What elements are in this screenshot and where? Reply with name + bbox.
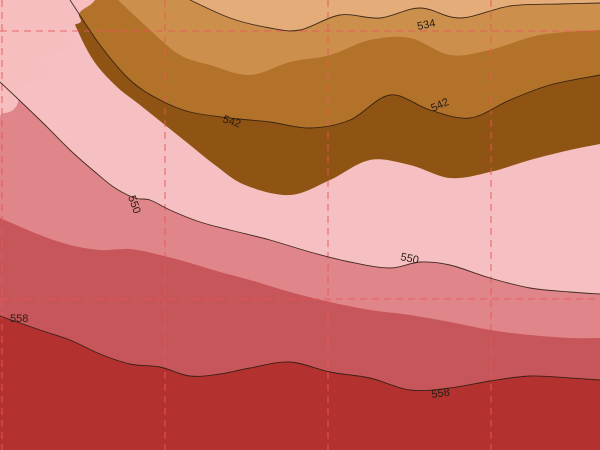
svg-text:558: 558 <box>431 387 451 401</box>
svg-text:558: 558 <box>10 313 28 325</box>
